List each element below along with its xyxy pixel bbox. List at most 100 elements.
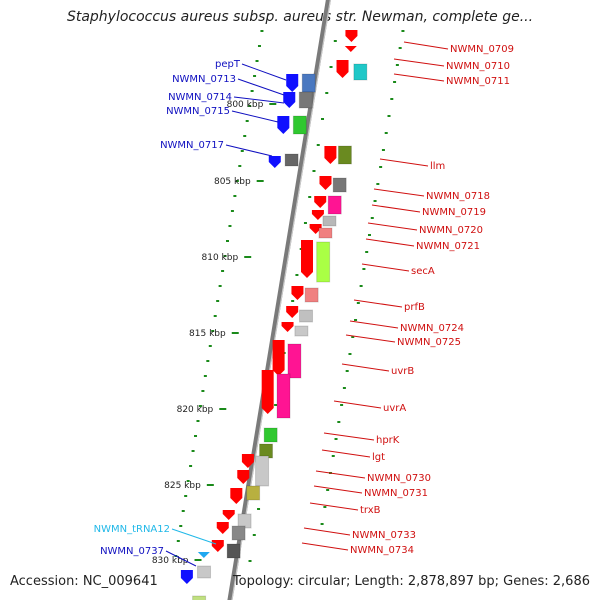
gene-label: llm (430, 161, 445, 172)
tick-mark (255, 60, 259, 62)
tick-mark (240, 150, 244, 152)
leader-line (393, 58, 445, 67)
tick-mark (223, 255, 227, 257)
gene-block (327, 195, 342, 215)
leader-line (323, 432, 375, 441)
tick-mark (201, 390, 205, 392)
leader-line (349, 320, 399, 329)
gene-label: hprK (376, 435, 400, 446)
gene-label: NWMN_0721 (416, 241, 480, 252)
gene-block (197, 565, 212, 579)
leader-line (361, 263, 410, 272)
tick-mark (189, 465, 193, 467)
gene-block (284, 153, 299, 167)
map-title: Staphylococcus aureus subsp. aureus str.… (66, 9, 534, 25)
gene-arrow (291, 286, 304, 300)
leader-line (233, 96, 285, 104)
tick-mark (274, 404, 278, 406)
scale-label: 800 kbp (227, 100, 264, 110)
gene-arrow (261, 370, 274, 414)
tick-mark (398, 47, 402, 49)
gene-arrow (216, 522, 229, 534)
gene-label: NWMN_0719 (422, 207, 486, 218)
leader-line (303, 527, 351, 536)
gene-label: NWMN_0710 (446, 61, 510, 72)
tick-mark (393, 81, 397, 83)
scale-label: 805 kbp (214, 177, 251, 187)
gene-block (353, 63, 368, 81)
tick-mark (218, 285, 222, 287)
gene-label: trxB (360, 505, 381, 516)
leader-line (379, 158, 429, 167)
genome-summary-text: Topology: circular; Length: 2,878,897 bp… (232, 574, 590, 589)
gene-arrow (237, 470, 250, 484)
tick-mark (211, 330, 215, 332)
gene-block (246, 485, 261, 501)
leader-line (341, 363, 390, 372)
gene-arrow (286, 306, 299, 318)
gene-label: NWMN_0737 (100, 546, 164, 557)
leader-line (403, 41, 449, 50)
gene-block (292, 115, 307, 135)
gene-block (304, 287, 319, 303)
tick-mark (370, 217, 374, 219)
leader-line (367, 222, 418, 231)
gene-label: NWMN_0720 (419, 225, 483, 236)
gene-label: NWMN_0711 (446, 76, 510, 87)
tick-mark (334, 438, 338, 440)
gene-arrow (230, 488, 243, 504)
tick-mark (186, 480, 190, 482)
gene-block (226, 543, 241, 559)
tick-mark (250, 90, 254, 92)
gene-block (255, 455, 270, 487)
leader-line (301, 542, 349, 551)
feature-layer (180, 30, 368, 600)
leader-line (231, 110, 279, 123)
scale-major-tick (244, 256, 252, 258)
tick-mark (228, 225, 232, 227)
gene-arrow (309, 224, 322, 234)
gene-label: NWMN_0718 (426, 191, 490, 202)
tick-mark (257, 45, 261, 47)
gene-arrow (281, 322, 294, 332)
tick-mark (252, 534, 256, 536)
gene-arrow (324, 146, 337, 164)
tick-mark (326, 489, 330, 491)
tick-mark (216, 300, 220, 302)
tick-mark (356, 302, 360, 304)
scale-label: 815 kbp (189, 329, 226, 339)
tick-mark (208, 345, 212, 347)
tick-mark (221, 270, 225, 272)
tick-mark (235, 180, 239, 182)
scale-major-tick (231, 332, 239, 334)
tick-mark (333, 40, 337, 42)
leader-line (365, 238, 415, 247)
tick-mark (387, 115, 391, 117)
leader-line (315, 470, 366, 479)
gene-label: NWMN_0709 (450, 44, 514, 55)
gene-arrow (345, 30, 358, 42)
leader-line-layer (165, 41, 449, 567)
tick-mark (196, 420, 200, 422)
tick-mark (206, 360, 210, 362)
leader-line (333, 400, 382, 409)
gene-block (298, 91, 313, 109)
backbone-line (227, 0, 331, 600)
tick-mark (291, 300, 295, 302)
gene-block (231, 525, 246, 541)
tick-mark (379, 166, 383, 168)
tick-mark (348, 353, 352, 355)
scale-major-tick (269, 103, 277, 105)
gene-arrow (272, 340, 285, 376)
gene-arrow (211, 540, 224, 552)
tick-mark (184, 495, 188, 497)
tick-mark (373, 200, 377, 202)
scale-major-tick (194, 559, 202, 561)
tick-mark (367, 234, 371, 236)
leader-line (241, 63, 287, 81)
gene-label: lgt (372, 452, 385, 463)
gene-block (192, 595, 207, 600)
tick-mark (401, 30, 405, 32)
gene-label: uvrA (383, 403, 406, 414)
